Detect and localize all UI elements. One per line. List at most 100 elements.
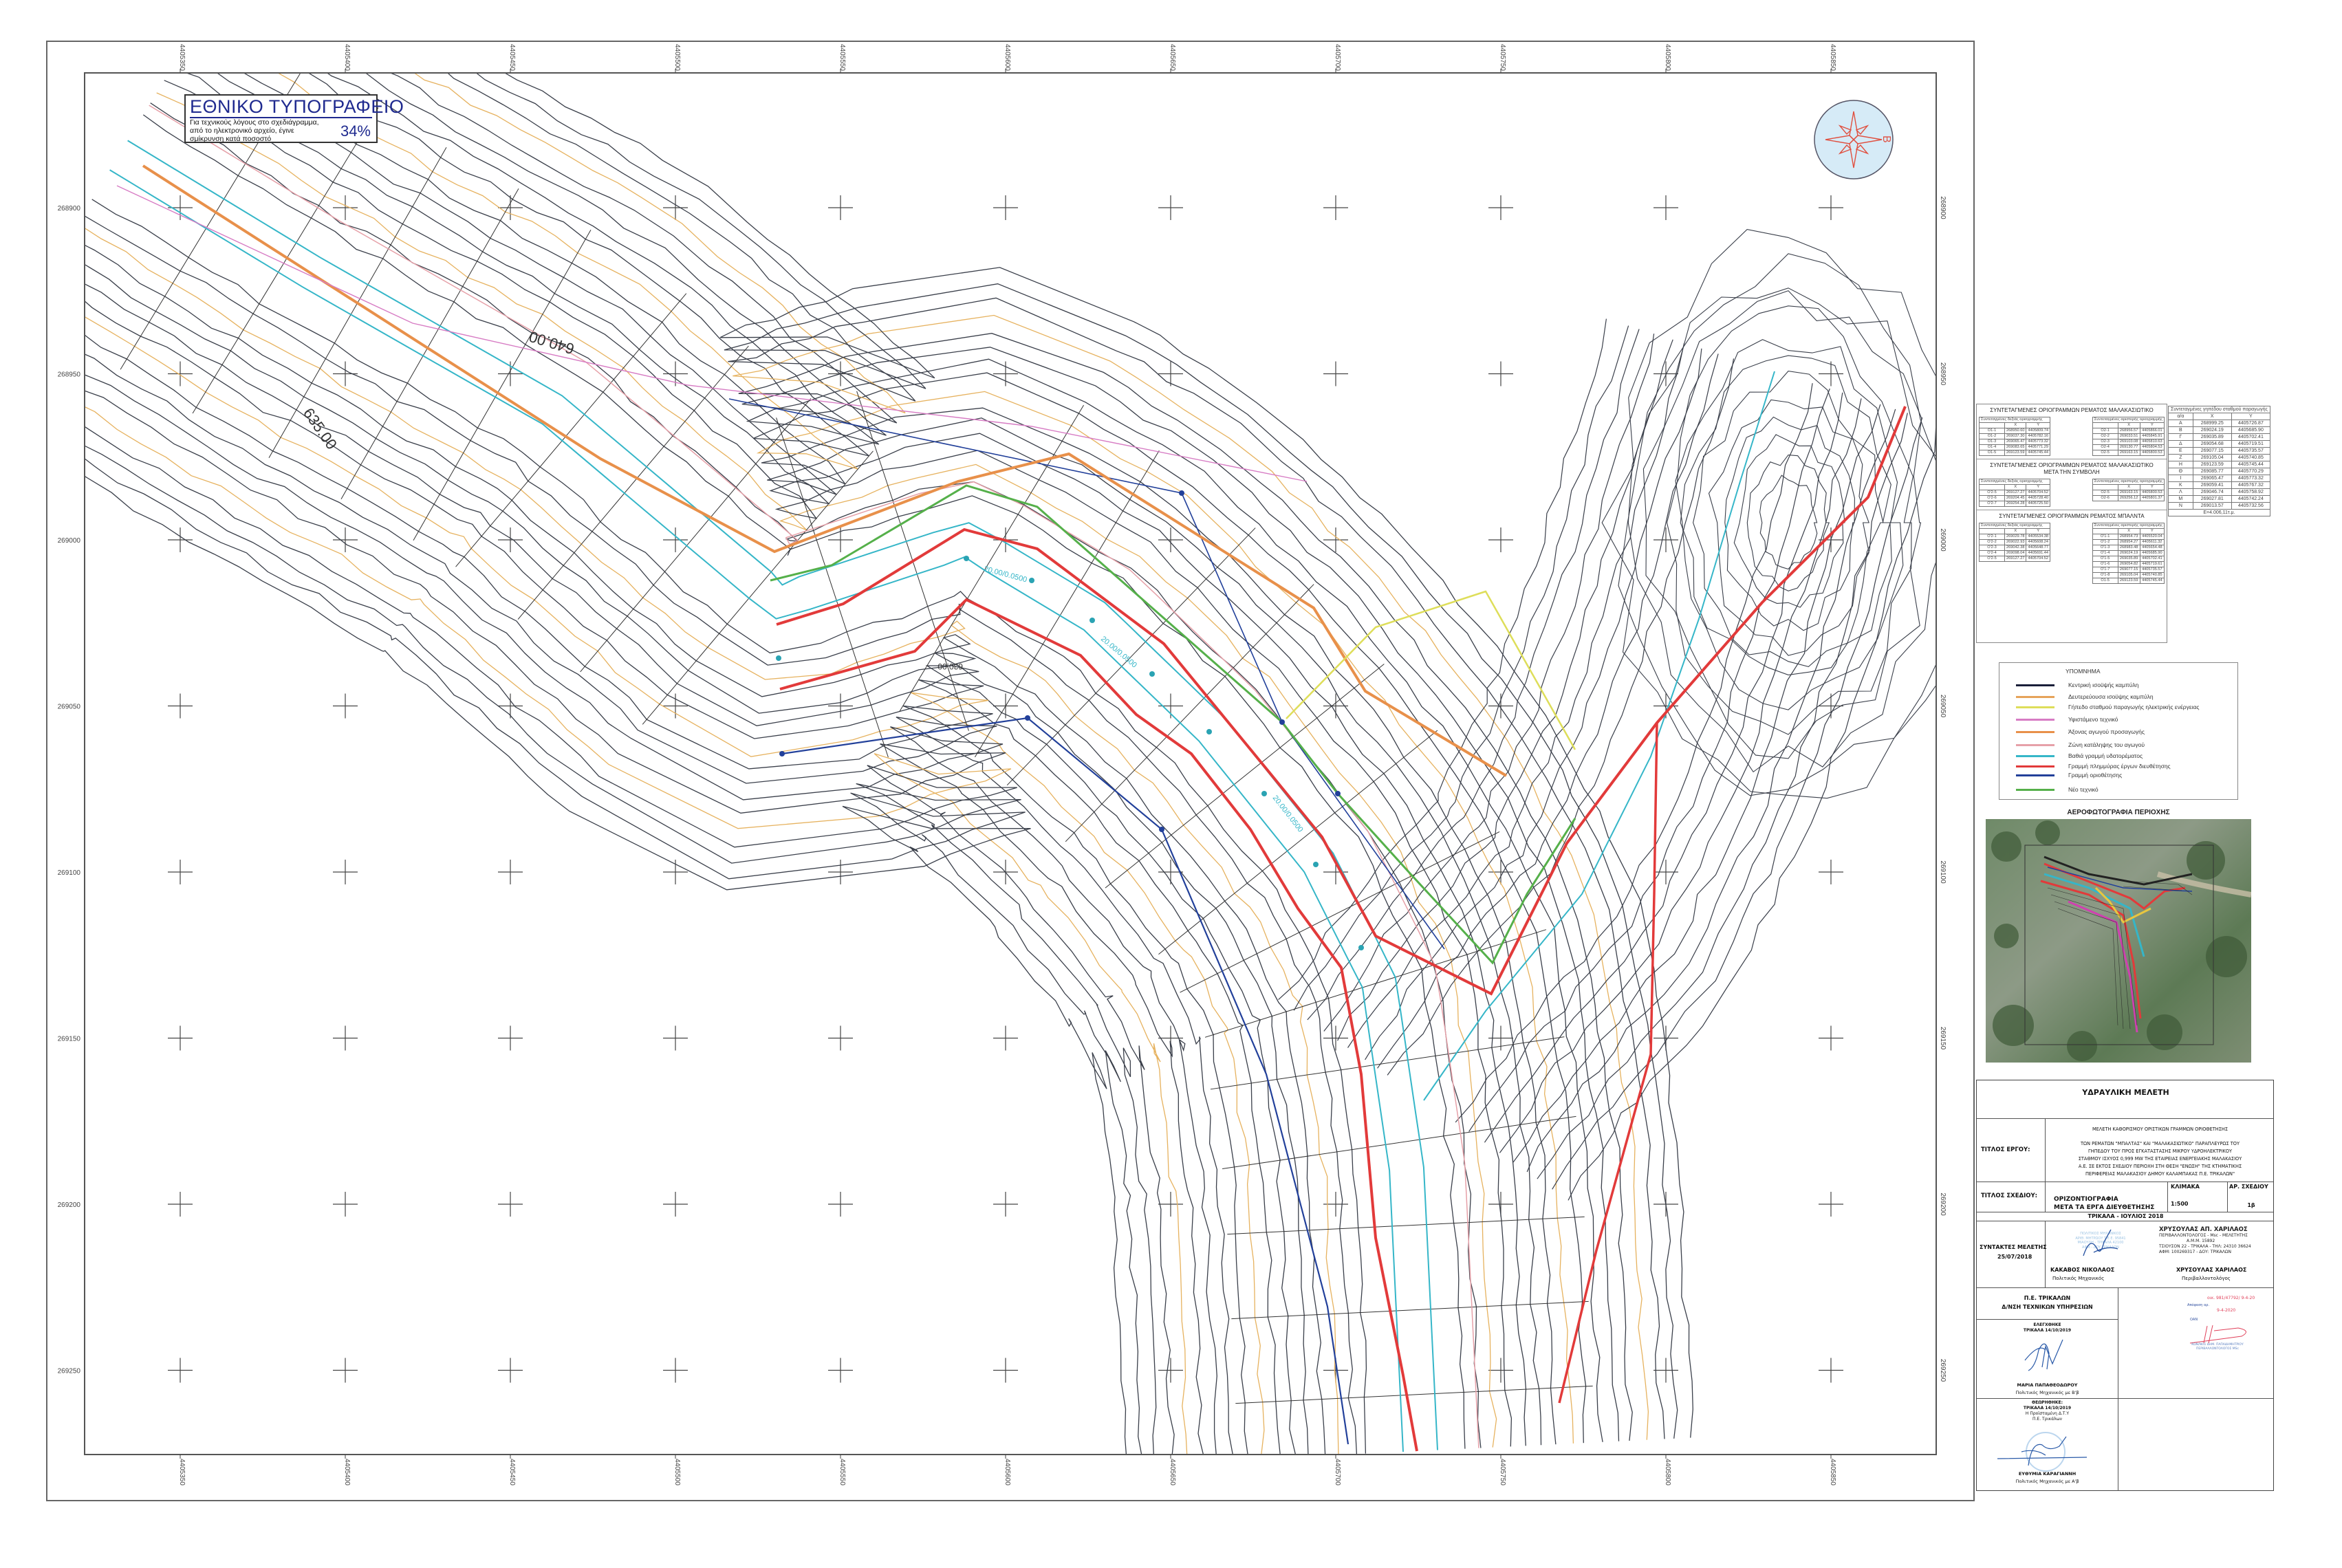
legend-label: Βαθιά γραμμή υδατορέματος bbox=[2068, 752, 2143, 759]
grid-cross bbox=[168, 1358, 193, 1383]
primary-contour bbox=[308, 74, 1587, 1444]
primary-contour bbox=[1387, 358, 1735, 1076]
column-header: X bbox=[2117, 422, 2140, 428]
table-cell: 269013.57 bbox=[2192, 502, 2232, 510]
plant-plot-line bbox=[1286, 590, 1576, 750]
boundary-vertex bbox=[1025, 715, 1030, 721]
reviewed-block: ΘΕΩΡΗΘΗΚΕ: ΤΡΙΚΑΛΑ 14/10/2019 Η Προϊσταμ… bbox=[1977, 1400, 2118, 1422]
approval-ref: οικ. 981/47792/ 9-4-20 bbox=[2207, 1296, 2255, 1300]
table-cell: 4405702.41 bbox=[2231, 433, 2270, 441]
table-cell: Κ bbox=[2168, 481, 2193, 489]
grid-cross bbox=[498, 361, 523, 386]
hill-contour bbox=[1693, 371, 1884, 668]
grid-label-right: 269250 bbox=[1939, 1359, 1947, 1382]
table-row: O2-1 268956.57 4405866.01 bbox=[2092, 428, 2165, 434]
primary-contour bbox=[1337, 339, 1673, 1041]
column-header: α/α bbox=[2168, 413, 2193, 420]
grid-cross bbox=[168, 693, 193, 719]
table-cell: O2-2 bbox=[2092, 433, 2118, 439]
table-cell: 4405719.51 bbox=[2231, 440, 2270, 448]
approval-signature bbox=[2189, 1325, 2246, 1344]
grid-cross bbox=[1158, 195, 1183, 220]
column-header: Y bbox=[2139, 422, 2165, 428]
table-cell: 269037.30 bbox=[2004, 433, 2027, 439]
new-works-line bbox=[770, 484, 1576, 965]
primary-contour bbox=[1537, 413, 1908, 1179]
table-cell: 269077.15 bbox=[2192, 447, 2232, 455]
aerial-photo-title: ΑΕΡΟΦΩΤΟΓΡΑΦΙΑ ΠΕΡΙΟΧΗΣ bbox=[2067, 809, 2170, 816]
primary-contour bbox=[391, 74, 1633, 1441]
balnta-coordinates: ΣΥΝΤΕΤΑΓΜΕΝΕΣ ΟΡΙΟΓΡΑΜΜΩΝ ΡΕΜΑΤΟΣ ΜΠΑΛΝΤ… bbox=[1977, 510, 2167, 587]
left-boundary-table: Συντεταγμένες αριστερής οριογραμμής X Y O2-… bbox=[2092, 479, 2165, 501]
cross-section-line bbox=[413, 230, 592, 541]
table-cell: 4405800.53 bbox=[2139, 490, 2165, 496]
legend-swatch bbox=[2016, 774, 2054, 776]
reviewer-role: Πολιτικός Μηχανικός με Α'β bbox=[2015, 1479, 2079, 1484]
station-point bbox=[1089, 618, 1095, 623]
grid-cross bbox=[1819, 1358, 1843, 1383]
cross-section-line bbox=[1006, 527, 1256, 786]
table-row: O2-5 269163.15 4405800.53 bbox=[2092, 490, 2165, 496]
column-header: Y bbox=[2139, 484, 2165, 490]
table-row: O1-3 269065.47 4405773.32 bbox=[1979, 439, 2051, 445]
grid-label-right: 269200 bbox=[1939, 1193, 1947, 1216]
grid-label-top: 4405400 bbox=[343, 44, 351, 71]
cross-section-line bbox=[1222, 1115, 1576, 1170]
authors-date: 25/07/2018 bbox=[1997, 1254, 2032, 1260]
inner-frame bbox=[84, 72, 1937, 1455]
table-row: O'1-7 269077.15 4405735.57 bbox=[2092, 567, 2165, 573]
table-row: O1-5 269123.59 4405745.44 bbox=[1979, 450, 2051, 456]
table-cell: 4405773.32 bbox=[2231, 475, 2270, 482]
cross-section-line bbox=[1180, 831, 1500, 993]
checker-name: ΜΑΡΙΑ ΠΑΠΑΘΕΟΔΩΡΟΥ bbox=[2017, 1382, 2078, 1388]
table-cell: 269022.93 bbox=[2004, 539, 2027, 545]
grid-cross bbox=[828, 1025, 853, 1051]
legend-item: Άξονας αγωγού προσαγωγής bbox=[2016, 728, 2145, 735]
station-point bbox=[964, 556, 969, 561]
grid-cross bbox=[1819, 1025, 1843, 1051]
grid-label-left: 269100 bbox=[58, 869, 81, 877]
grid-cross bbox=[1488, 1358, 1513, 1383]
table-cell: O'2-2 bbox=[1979, 539, 2005, 545]
grid-label-top: 4405600 bbox=[1004, 44, 1011, 71]
plot-area: Ε=4.006,11τ.μ. bbox=[2168, 509, 2270, 516]
table-cell: 4405728.40 bbox=[2026, 495, 2051, 501]
contour-label: 630.00 bbox=[937, 662, 963, 671]
grid-cross bbox=[993, 1358, 1018, 1383]
table-cell: 4405745.44 bbox=[2139, 578, 2165, 584]
table-row: O2-2 269033.51 4405845.91 bbox=[2092, 433, 2165, 439]
table-row: Μ 269027.81 4405742.24 bbox=[2168, 495, 2270, 503]
table-cell: 4405735.57 bbox=[2139, 567, 2165, 573]
table-cell: 4405767.32 bbox=[2231, 481, 2270, 489]
table-cell: 4405704.52 bbox=[2026, 490, 2051, 496]
malakasiotiko-coordinates: ΣΥΝΤΕΤΑΓΜΕΝΕΣ ΟΡΙΟΓΡΑΜΜΩΝ ΡΕΜΑΤΟΣ ΜΑΛΑΚΑ… bbox=[1977, 404, 2167, 459]
table-cell: O'2-5 bbox=[1979, 490, 2005, 496]
grid-cross bbox=[168, 1025, 193, 1051]
primary-contour bbox=[1499, 398, 1862, 1153]
right-boundary-table: Συντεταγμένες δεξιάς οριογραμμής X Y O'2-1 2… bbox=[1978, 523, 2051, 562]
column-header: Y bbox=[2026, 484, 2051, 490]
grid-label-bottom: 4405450 bbox=[508, 1459, 516, 1485]
table-cell: 269254.28 bbox=[2004, 501, 2027, 507]
table-cell: 269035.89 bbox=[2192, 433, 2232, 441]
table-row: O'1-5 269035.89 4405702.41 bbox=[2092, 556, 2165, 562]
stamp-line: ΑΦΜ - ΔΟΥ ΤΡΙΚΑΛΩΝ bbox=[2082, 1245, 2119, 1250]
grid-cross bbox=[1654, 1358, 1678, 1383]
outer-frame bbox=[46, 41, 1975, 1501]
grid-cross bbox=[1323, 361, 1348, 386]
table-row: O'1-4 269024.19 4405685.90 bbox=[2092, 550, 2165, 556]
grid-cross bbox=[1158, 1192, 1183, 1217]
cross-section-line bbox=[1231, 1300, 1589, 1320]
grid-cross bbox=[1819, 1192, 1843, 1217]
cross-section-line bbox=[1204, 929, 1547, 1038]
primary-contour bbox=[85, 390, 1204, 1454]
station-point bbox=[1358, 945, 1364, 950]
table-cell: O1-5 bbox=[1979, 450, 2005, 456]
primary-contour bbox=[85, 301, 1281, 1454]
legend-swatch bbox=[2016, 730, 2054, 733]
column-header: X bbox=[2117, 484, 2140, 490]
north-arrow: Β bbox=[1814, 100, 1894, 179]
author2-role: Περιβαλλοντολόγος bbox=[2182, 1276, 2231, 1281]
cross-section-line bbox=[1105, 664, 1385, 889]
hill-contour bbox=[1666, 305, 1913, 735]
